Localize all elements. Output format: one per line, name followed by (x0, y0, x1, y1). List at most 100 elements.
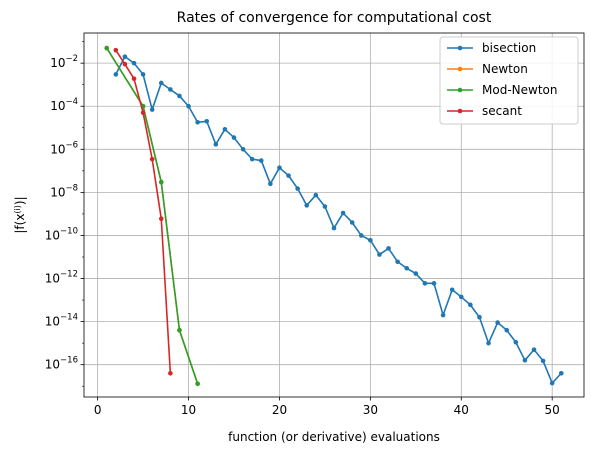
data-point-secant (158, 216, 164, 222)
legend-item-secant: secant (447, 104, 522, 118)
y-tick-label: 10−12 (45, 270, 78, 286)
legend-label-mod-newton: Mod-Newton (482, 83, 557, 97)
data-point-bisection (340, 210, 346, 216)
data-point-bisection (240, 147, 246, 152)
data-point-secant (122, 61, 128, 67)
legend-items: bisection Newton Mod-Newton secant (447, 41, 557, 118)
legend-marker-secant (457, 108, 463, 114)
y-tick-base: 10 (45, 272, 60, 286)
y-axis-title-b: )| (13, 196, 27, 205)
data-point-bisection (195, 119, 200, 125)
x-tick-label: 0 (94, 403, 102, 417)
data-point-bisection (113, 72, 119, 77)
data-point-bisection (540, 358, 546, 364)
data-point-bisection (258, 158, 264, 163)
data-point-mod-newton (177, 327, 182, 333)
data-point-bisection (422, 281, 428, 286)
y-tick-base: 10 (50, 99, 65, 113)
y-tick-label: 10−2 (50, 54, 78, 70)
legend-label-newton: Newton (482, 62, 528, 76)
data-point-bisection (349, 220, 355, 225)
data-point-bisection (204, 118, 210, 124)
data-point-bisection (286, 173, 291, 178)
x-tick-label: 50 (545, 403, 560, 417)
data-point-bisection (277, 165, 282, 170)
x-tick-label: 40 (454, 403, 469, 417)
y-tick-exponent: −8 (65, 183, 78, 193)
data-point-bisection (177, 93, 182, 99)
data-point-mod-newton (104, 45, 110, 51)
data-point-bisection (458, 294, 464, 300)
data-point-bisection (213, 142, 219, 147)
data-point-bisection (304, 203, 310, 208)
legend-label-bisection: bisection (482, 41, 536, 55)
data-point-bisection (131, 60, 137, 66)
data-point-bisection (249, 156, 255, 162)
data-point-bisection (395, 259, 400, 265)
data-point-bisection (222, 126, 228, 132)
data-point-secant (168, 370, 173, 376)
data-point-mod-newton (195, 381, 200, 387)
x-tick-label: 20 (272, 403, 287, 417)
legend-item-bisection: bisection (447, 41, 536, 55)
legend-item-mod-newton: Mod-Newton (447, 83, 557, 97)
data-point-bisection (477, 314, 482, 320)
y-axis-title-a: |f(x (13, 214, 27, 234)
y-tick-base: 10 (50, 185, 65, 199)
legend-label-secant: secant (482, 104, 522, 118)
data-point-bisection (504, 327, 510, 333)
data-point-bisection (313, 192, 319, 198)
y-tick-label: 10−6 (50, 140, 78, 156)
data-point-bisection (377, 252, 382, 257)
legend-box (439, 36, 579, 125)
y-tick-label: 10−4 (50, 97, 78, 113)
series-secant (113, 47, 173, 376)
y-tick-base: 10 (45, 315, 60, 329)
y-tick-exponent: −10 (60, 226, 78, 236)
data-point-bisection (322, 204, 328, 209)
data-point-mod-newton (158, 179, 164, 185)
y-tick-base: 10 (50, 56, 65, 70)
y-tick-exponent: −4 (65, 97, 78, 107)
y-tick-exponent: −6 (65, 140, 78, 150)
data-point-secant (131, 76, 137, 81)
legend: bisection Newton Mod-Newton secant (439, 36, 579, 125)
data-point-bisection (549, 380, 555, 386)
data-point-bisection (140, 72, 146, 77)
plot-frame (83, 32, 585, 398)
data-point-bisection (158, 80, 164, 86)
x-axis-ticks: 0 10 20 30 40 50 (94, 397, 560, 417)
y-tick-exponent: −2 (65, 54, 78, 64)
y-tick-label: 10−16 (45, 356, 78, 372)
data-point-bisection (531, 347, 537, 352)
chart-title: Rates of convergence for computational c… (177, 10, 492, 26)
y-tick-label: 10−8 (50, 183, 78, 199)
data-point-bisection (404, 265, 410, 271)
data-point-bisection (358, 233, 364, 238)
legend-marker-bisection (457, 45, 463, 51)
legend-marker-newton (457, 66, 463, 72)
data-point-bisection (149, 107, 155, 112)
data-point-bisection (468, 302, 473, 308)
data-point-bisection (449, 287, 455, 293)
y-tick-exponent: −16 (60, 356, 78, 366)
series-mod-newton (104, 45, 200, 387)
y-axis-title: |f(x(i))| (13, 196, 28, 233)
data-point-bisection (186, 103, 191, 109)
data-point-bisection (486, 340, 491, 346)
y-tick-exponent: −14 (60, 313, 78, 323)
data-point-bisection (295, 186, 300, 191)
data-point-secant (140, 110, 146, 116)
y-tick-label: 10−10 (45, 226, 78, 242)
y-tick-base: 10 (45, 358, 60, 372)
data-point-bisection (268, 181, 273, 187)
legend-marker-mod-newton (457, 87, 463, 93)
x-tick-label: 10 (181, 403, 196, 417)
data-point-bisection (431, 281, 437, 286)
data-point-bisection (331, 225, 337, 231)
y-tick-exponent: −12 (60, 270, 78, 280)
x-axis-title: function (or derivative) evaluations (228, 430, 440, 444)
y-tick-label: 10−14 (45, 313, 78, 329)
